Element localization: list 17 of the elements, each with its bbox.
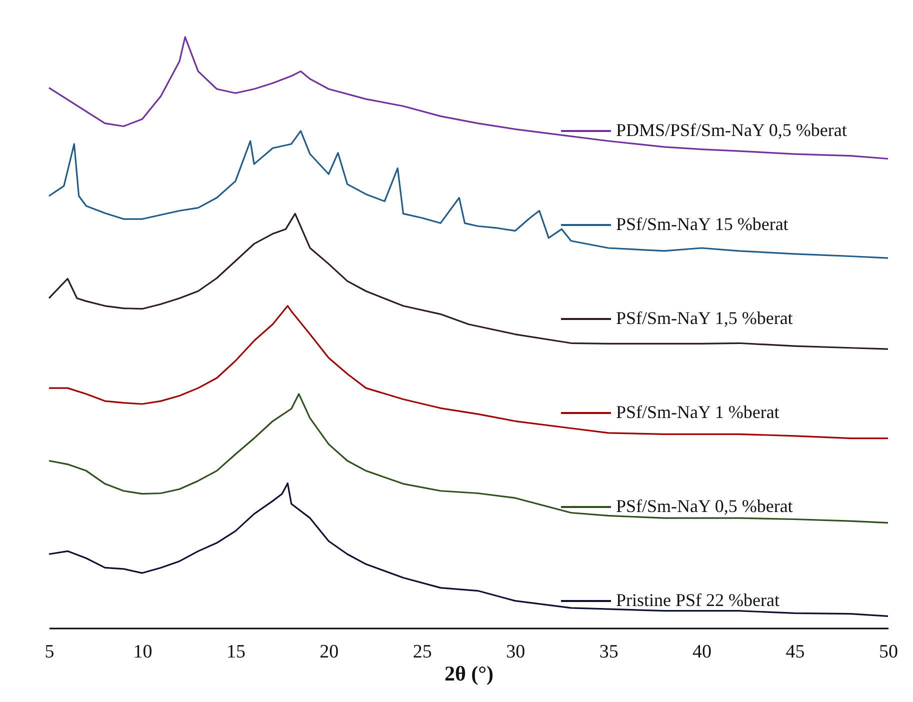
x-axis-title: 2θ (°) [444,662,494,686]
legend-label: Pristine PSf 22 %berat [616,590,780,610]
legend-label: PSf/Sm-NaY 15 %berat [616,214,788,234]
x-tick-label: 5 [44,642,54,662]
x-tick-label: 30 [506,642,526,662]
x-tick-label: 40 [692,642,712,662]
x-tick-label: 25 [412,642,432,662]
legend-label: PSf/Sm-NaY 0,5 %berat [616,496,793,516]
legend-label: PDMS/PSf/Sm-NaY 0,5 %berat [616,120,847,140]
x-tick-label: 10 [133,642,152,662]
x-tick-label: 20 [320,642,339,662]
legend-label: PSf/Sm-NaY 1 %berat [616,402,780,422]
x-tick-label: 35 [599,642,618,662]
x-tick-label: 50 [879,642,898,662]
x-tick-label: 45 [786,642,805,662]
legend-label: PSf/Sm-NaY 1,5 %berat [616,308,793,328]
x-tick-label: 15 [226,642,246,662]
